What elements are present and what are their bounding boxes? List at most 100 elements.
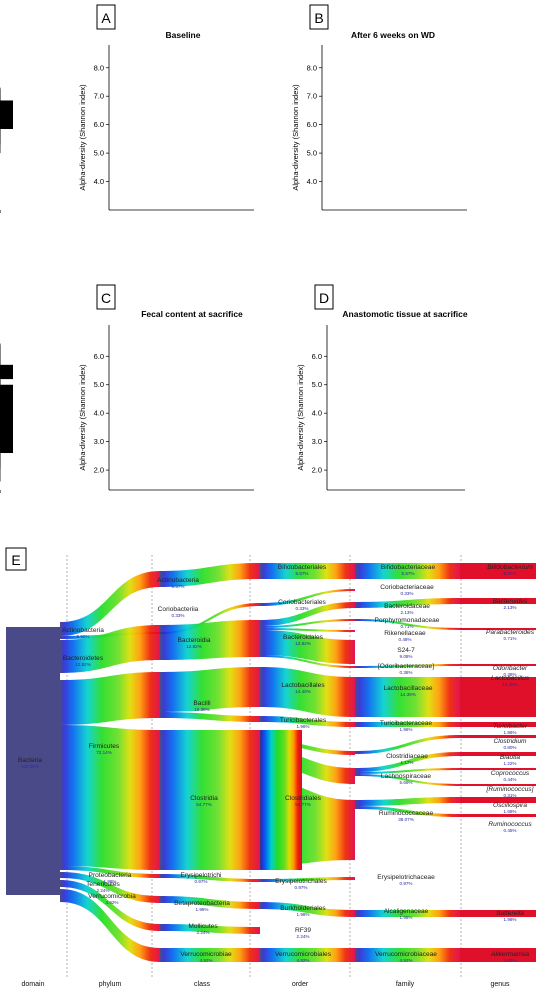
sankey-node-percent: 1.98%	[195, 907, 208, 912]
y-tick-label: 7.0	[94, 92, 104, 101]
y-tick-label: 6.0	[307, 120, 317, 129]
sankey-node-label: Verrucomicrobiae	[180, 951, 232, 958]
sankey-node-percent: 54.77%	[196, 802, 212, 807]
sankey-link	[355, 797, 460, 806]
sankey-node-bar	[460, 768, 536, 770]
sankey-node-percent: 0.44%	[503, 777, 516, 782]
sankey-link	[60, 872, 160, 903]
column-header: phylum	[99, 981, 122, 988]
sankey-node-label: Actinobacteria	[157, 577, 199, 584]
y-axis-label: Alpha-diversity (Shannon index)	[78, 84, 87, 191]
sankey-node-percent: 16.36%	[194, 707, 210, 712]
sankey-node-label: Burkholderiales	[280, 905, 326, 912]
sankey-links	[60, 563, 460, 962]
box-Dic-POD5: Dic-POD5	[0, 366, 13, 493]
y-tick-label: 6.0	[312, 352, 322, 361]
sankey-node-label: Bacteroidia	[178, 637, 211, 644]
sankey-node-percent: 1.96%	[503, 730, 516, 735]
y-tick-label: 2.0	[94, 466, 104, 475]
panel-A: A Baseline 4.0 5.0 6.0 7.0 8.0 Alpha-diversity …	[0, 4, 254, 218]
sankey-node-label: Actinobacteria	[62, 627, 104, 634]
panel-title: Anastomotic tissue at sacrifice	[342, 309, 467, 319]
sankey-node-label: Coriobacteriia	[158, 606, 199, 613]
sankey-node-percent: 4.92%	[105, 900, 118, 905]
sankey-link	[260, 630, 355, 664]
sankey-link	[260, 948, 355, 962]
sankey-link	[260, 602, 355, 626]
sankey-node-bar	[460, 910, 536, 917]
sankey-node-label: Bifidobacteriaceae	[381, 564, 436, 571]
sankey-node-percent: 1.96%	[399, 727, 412, 732]
sankey-link	[260, 716, 355, 727]
sankey-node-label: Clostridiales	[285, 795, 322, 802]
sankey-link	[60, 889, 160, 962]
sankey-node-label: Coriobacteriales	[278, 599, 326, 606]
sankey-node-label: Bacilli	[193, 700, 211, 707]
sankey-node-label: Bacteroidales	[283, 634, 324, 641]
y-tick-label: 5.0	[307, 149, 317, 158]
sankey-link	[260, 619, 355, 628]
sankey-node-percent: 5.57%	[503, 571, 516, 576]
sankey-node-label: Bacteroidetes	[63, 655, 104, 662]
column-header: order	[292, 981, 309, 988]
sankey-node-label: Rikenellaceae	[384, 630, 426, 637]
y-tick-label: 5.0	[94, 380, 104, 389]
sankey-node-percent: 100.00%	[21, 764, 39, 769]
sankey-node-label: Blautia	[500, 754, 520, 761]
sankey-node-percent: 14.39%	[400, 692, 416, 697]
sankey-node-label: Lactobacillaceae	[383, 685, 432, 692]
y-tick-label: 3.0	[312, 437, 322, 446]
sankey-node-percent: 2.13%	[400, 610, 413, 615]
sankey-node-percent: 0.71%	[400, 624, 413, 629]
sankey-node-label: Clostridia	[190, 795, 218, 802]
y-tick-label: 8.0	[307, 63, 317, 72]
sankey-node-bar	[460, 628, 536, 630]
sankey-link	[355, 774, 460, 786]
sankey-link	[355, 910, 460, 917]
sankey-link	[160, 730, 260, 870]
panel-title: Baseline	[166, 30, 201, 40]
sankey-node-percent: 2.13%	[503, 605, 516, 610]
sankey-node-percent: 0.33%	[171, 613, 184, 618]
sankey-node-percent: 0.38%	[503, 672, 516, 677]
sankey-link	[355, 563, 460, 579]
sankey-link	[355, 752, 460, 772]
panel-letter: C	[101, 290, 111, 306]
sankey-node-label: Erysipelotrichi	[180, 872, 222, 879]
sankey-node-label: [Ruminococcus]	[486, 786, 534, 793]
sankey-link	[60, 672, 160, 725]
sankey-node-percent: 0.97%	[399, 881, 412, 886]
sankey-node-percent: 14.39%	[502, 682, 518, 687]
sankey-node-label: S24-7	[397, 647, 415, 654]
sankey-node-bar	[460, 797, 536, 803]
sankey-node-label: Porphyromonadaceae	[375, 617, 440, 624]
y-tick-label: 4.0	[307, 177, 317, 186]
y-tick-label: 6.0	[94, 352, 104, 361]
panel-letter: D	[319, 290, 329, 306]
sankey-node-percent: 12.82%	[295, 641, 311, 646]
sankey-node-bar	[6, 627, 60, 895]
panel-B: B After 6 weeks on WD 4.0 5.0 6.0 7.0 8.0 Alpha…	[0, 4, 467, 218]
sankey-node-percent: 1.98%	[503, 917, 516, 922]
sankey-link	[160, 874, 260, 882]
sankey-node-percent: 1.96%	[296, 724, 309, 729]
sankey-node-label: Lactobacillus	[491, 675, 530, 682]
y-tick-label: 5.0	[312, 380, 322, 389]
sankey-node-percent: 1.17%	[400, 760, 413, 765]
sankey-node-label: Turicibacteraceae	[380, 720, 432, 727]
panel-letter-box	[96, 284, 116, 310]
sankey-link	[355, 768, 460, 774]
column-header: family	[396, 981, 415, 988]
sankey-node-label: Betaproteobacteria	[174, 900, 230, 907]
column-header: class	[194, 981, 210, 988]
sankey-link	[260, 655, 355, 668]
sankey-node-bar	[460, 814, 536, 817]
sankey-node-percent: 14.40%	[295, 689, 311, 694]
sankey-link	[355, 735, 460, 754]
panel-letter-box	[96, 4, 116, 30]
sankey-link	[260, 877, 355, 882]
sankey-node-percent: 0.33%	[400, 591, 413, 596]
sankey-link	[60, 725, 160, 870]
sankey-link	[260, 628, 355, 632]
column-header: genus	[490, 981, 510, 988]
